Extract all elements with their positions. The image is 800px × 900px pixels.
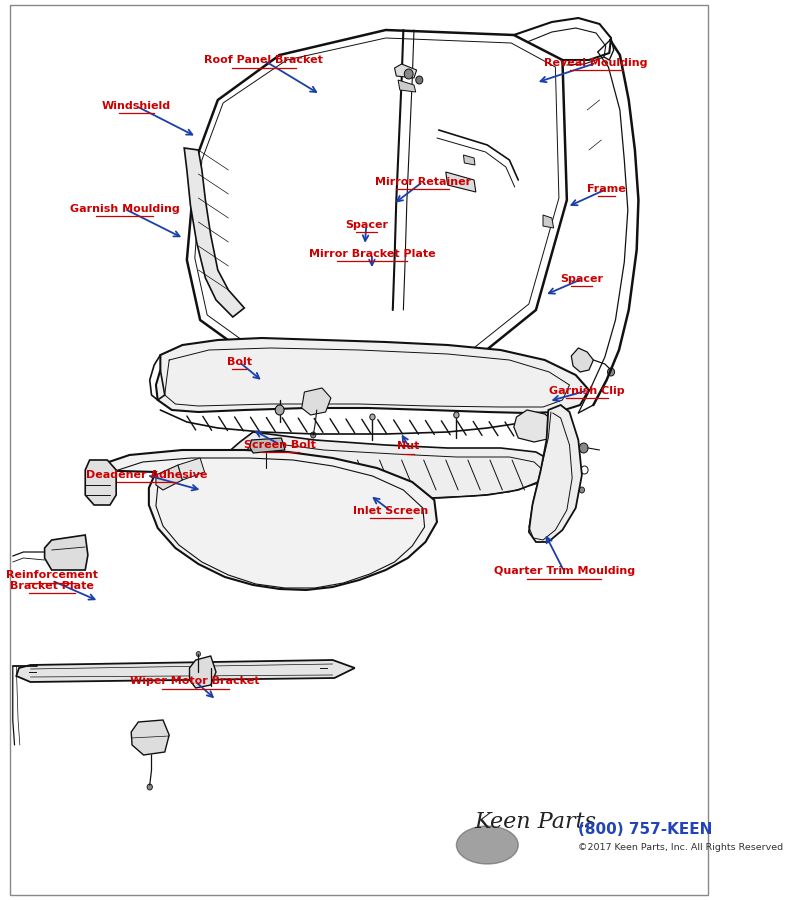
Polygon shape <box>45 535 88 570</box>
Circle shape <box>310 432 316 438</box>
Text: Keen Parts: Keen Parts <box>474 811 596 833</box>
Circle shape <box>416 76 423 84</box>
Polygon shape <box>463 155 475 165</box>
Circle shape <box>226 500 262 540</box>
Circle shape <box>234 508 255 532</box>
Text: Deadener Adhesive: Deadener Adhesive <box>86 470 208 481</box>
Circle shape <box>99 488 103 492</box>
Polygon shape <box>156 338 589 413</box>
Polygon shape <box>178 458 205 480</box>
Circle shape <box>306 522 324 542</box>
Text: Mirror Retainer: Mirror Retainer <box>374 176 471 187</box>
Polygon shape <box>225 432 554 498</box>
Circle shape <box>209 665 213 670</box>
Polygon shape <box>86 450 437 590</box>
Circle shape <box>299 514 331 550</box>
Polygon shape <box>529 405 582 542</box>
Text: Garnish Moulding: Garnish Moulding <box>70 203 179 214</box>
Polygon shape <box>302 388 331 415</box>
Circle shape <box>147 784 152 790</box>
Text: ©2017 Keen Parts, Inc. All Rights Reserved: ©2017 Keen Parts, Inc. All Rights Reserv… <box>578 843 783 852</box>
Circle shape <box>370 414 375 420</box>
Text: Roof Panel Bracket: Roof Panel Bracket <box>204 55 323 66</box>
Text: Mirror Bracket Plate: Mirror Bracket Plate <box>309 248 435 259</box>
Polygon shape <box>446 172 476 192</box>
Text: Spacer: Spacer <box>345 220 388 230</box>
Polygon shape <box>514 410 558 442</box>
Circle shape <box>404 69 413 79</box>
Polygon shape <box>571 348 594 372</box>
Polygon shape <box>131 720 169 755</box>
Circle shape <box>579 487 585 493</box>
Text: Nut: Nut <box>398 441 420 452</box>
Polygon shape <box>190 656 216 688</box>
Text: Quarter Trim Moulding: Quarter Trim Moulding <box>494 566 634 577</box>
Text: (800) 757-KEEN: (800) 757-KEEN <box>578 823 713 838</box>
Text: Wiper Motor Bracket: Wiper Motor Bracket <box>130 676 260 687</box>
Text: Screen Bolt: Screen Bolt <box>244 439 316 450</box>
Text: Reveal Moulding: Reveal Moulding <box>544 58 648 68</box>
Polygon shape <box>156 465 182 490</box>
Circle shape <box>579 443 588 453</box>
Circle shape <box>607 368 614 376</box>
Polygon shape <box>250 438 285 453</box>
Circle shape <box>188 496 213 524</box>
Circle shape <box>181 488 219 532</box>
Text: Inlet Screen: Inlet Screen <box>354 506 429 517</box>
Polygon shape <box>543 215 554 228</box>
Ellipse shape <box>456 826 518 864</box>
Polygon shape <box>16 660 354 682</box>
Circle shape <box>359 530 386 560</box>
Circle shape <box>366 538 378 552</box>
Polygon shape <box>86 460 116 505</box>
Circle shape <box>275 405 284 415</box>
Text: Reinforcement
Bracket Plate: Reinforcement Bracket Plate <box>6 570 98 591</box>
Text: Spacer: Spacer <box>560 274 603 284</box>
Circle shape <box>506 402 512 408</box>
Text: Garnish Clip: Garnish Clip <box>549 385 625 396</box>
Polygon shape <box>394 64 417 78</box>
Circle shape <box>196 652 201 656</box>
Polygon shape <box>398 80 416 92</box>
Polygon shape <box>184 148 244 317</box>
Text: Bolt: Bolt <box>226 356 251 367</box>
Circle shape <box>99 498 103 502</box>
Text: Windshield: Windshield <box>102 101 171 112</box>
Text: Frame: Frame <box>587 184 626 194</box>
Circle shape <box>29 668 36 676</box>
Circle shape <box>320 664 327 672</box>
Circle shape <box>99 478 103 482</box>
Circle shape <box>454 412 459 418</box>
